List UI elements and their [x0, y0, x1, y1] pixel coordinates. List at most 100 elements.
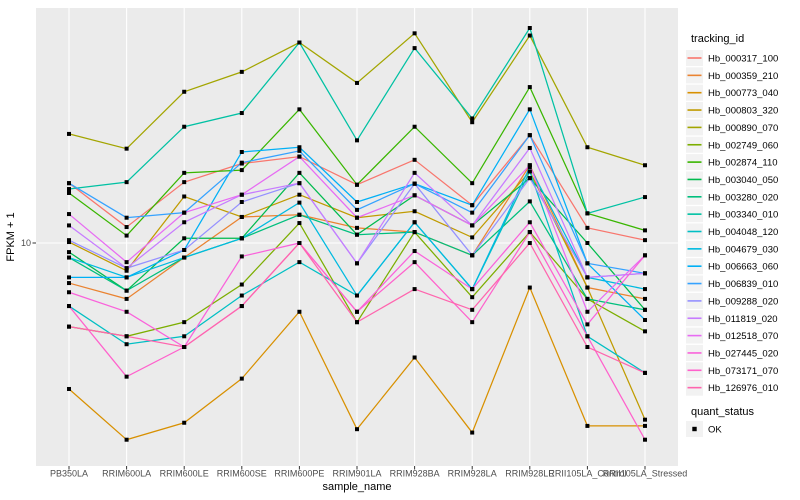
data-point: [643, 437, 647, 442]
y-axis-title: FPKM + 1: [5, 212, 17, 261]
data-point: [182, 210, 187, 215]
data-point: [67, 187, 71, 192]
data-point: [67, 131, 71, 136]
legend-item-Hb_000359_210: Hb_000359_210: [686, 67, 778, 84]
data-point: [585, 225, 590, 230]
data-point: [67, 304, 71, 309]
data-point: [182, 345, 187, 350]
data-point: [355, 80, 359, 85]
axis-ticks: [32, 242, 646, 470]
x-tick-label-RRIM928LE: RRIM928LE: [505, 469, 554, 479]
legend-item-label: Hb_000890_070: [708, 123, 778, 134]
data-point: [124, 437, 129, 442]
x-tick-label-RRIM600PE: RRIM600PE: [274, 469, 324, 479]
x-tick-label-RRIM600SE: RRIM600SE: [217, 469, 267, 479]
data-point: [585, 345, 590, 350]
color-legend: Hb_000317_100 Hb_000359_210 Hb_000773_040 H…: [686, 50, 778, 396]
data-point: [124, 288, 129, 293]
legend-item-label: Hb_073171_070: [708, 366, 778, 377]
data-point: [67, 290, 71, 295]
data-point: [239, 199, 244, 204]
data-point: [355, 138, 359, 143]
data-point: [355, 207, 359, 212]
legend-item-Hb_009288_020: Hb_009288_020: [686, 292, 778, 309]
legend-item-label: Hb_003340_010: [708, 210, 778, 221]
data-point: [412, 220, 417, 225]
data-point: [182, 334, 187, 339]
legend-shape-label: OK: [708, 425, 722, 436]
data-point: [527, 85, 532, 90]
legend-item-label: Hb_004679_030: [708, 244, 778, 255]
x-tick-label-RRIM600LE: RRIM600LE: [160, 469, 209, 479]
data-point: [470, 210, 475, 215]
data-point: [527, 33, 532, 38]
data-point: [412, 124, 417, 129]
data-point: [470, 223, 475, 228]
data-point: [67, 223, 71, 228]
legend-item-label: Hb_027445_020: [708, 348, 778, 359]
data-point: [470, 203, 475, 208]
data-point: [297, 260, 302, 265]
x-tick-label-RRIM928BA: RRIM928BA: [390, 469, 440, 479]
data-point: [355, 215, 359, 220]
data-point: [470, 116, 475, 121]
legend-shape-title: quant_status: [691, 406, 754, 418]
legend-item-Hb_000803_320: Hb_000803_320: [686, 102, 778, 119]
data-point: [527, 220, 532, 225]
legend-item-Hb_000317_100: Hb_000317_100: [686, 50, 778, 66]
legend-item-Hb_126976_010: Hb_126976_010: [686, 379, 778, 396]
data-point: [124, 334, 129, 339]
data-points: [67, 25, 647, 442]
data-point: [470, 235, 475, 240]
data-point: [239, 111, 244, 116]
legend-item-Hb_006839_010: Hb_006839_010: [686, 275, 778, 292]
data-point: [355, 182, 359, 187]
ok-square-icon: [692, 426, 697, 432]
data-point: [585, 275, 590, 280]
data-point: [412, 181, 417, 186]
data-point: [182, 170, 187, 175]
data-point: [527, 169, 532, 174]
data-point: [182, 180, 187, 185]
data-point: [412, 260, 417, 265]
data-point: [643, 228, 647, 233]
data-point: [124, 309, 129, 314]
data-point: [355, 309, 359, 314]
data-point: [412, 287, 417, 292]
data-point: [527, 25, 532, 30]
data-point: [67, 255, 71, 260]
data-point: [355, 261, 359, 266]
data-point: [643, 417, 647, 422]
data-point: [412, 193, 417, 198]
data-point: [643, 253, 647, 258]
data-point: [239, 214, 244, 219]
data-point: [585, 285, 590, 290]
legend-item-Hb_003040_050: Hb_003040_050: [686, 171, 778, 188]
data-point: [643, 195, 647, 200]
data-point: [297, 192, 302, 197]
data-point: [470, 307, 475, 312]
data-point: [297, 148, 302, 153]
data-point: [643, 163, 647, 168]
data-point: [643, 329, 647, 334]
legend-item-Hb_011819_020: Hb_011819_020: [686, 310, 778, 327]
data-point: [67, 281, 71, 286]
data-point: [124, 296, 129, 301]
data-point: [470, 430, 475, 435]
data-point: [585, 241, 590, 245]
legend-item-label: Hb_003040_050: [708, 175, 778, 186]
data-point: [355, 225, 359, 230]
data-point: [643, 370, 647, 375]
data-point: [182, 236, 187, 241]
data-point: [239, 69, 244, 74]
x-tick-label-RRII105LA_Control: RRII105LA_Control: [548, 469, 626, 479]
data-point: [124, 180, 129, 185]
data-point: [297, 170, 302, 175]
legend-item-Hb_006663_060: Hb_006663_060: [686, 258, 778, 275]
data-point: [585, 211, 590, 216]
legend-item-label: Hb_009288_020: [708, 296, 778, 307]
data-point: [239, 254, 244, 259]
data-point: [585, 296, 590, 301]
data-point: [182, 247, 187, 252]
data-point: [355, 427, 359, 432]
